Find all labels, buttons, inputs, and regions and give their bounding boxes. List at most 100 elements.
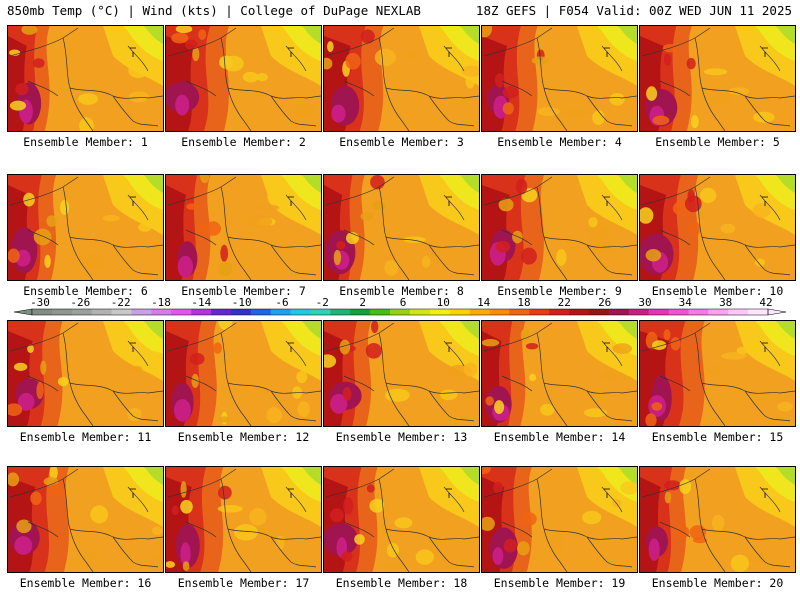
colorbar-segment — [330, 309, 351, 315]
ensemble-member-map — [165, 174, 322, 281]
temperature-map — [324, 26, 479, 131]
colorbar-arrow-right — [767, 308, 787, 316]
colorbar-segment — [111, 309, 132, 315]
ensemble-member-label: Ensemble Member: 6 — [23, 284, 148, 298]
colorbar-segment — [569, 309, 590, 315]
ensemble-member-label: Ensemble Member: 9 — [497, 284, 622, 298]
colorbar-labels: -30 -26 -22 -18 -14 -10 -6 -2 2 6 10 14 18 22 26 30 34 38… — [0, 296, 800, 309]
ensemble-member-label: Ensemble Member: 19 — [493, 576, 626, 590]
map-title: 850mb Temp (°C) | Wind (kts) | College o… — [7, 3, 421, 18]
temperature-map — [640, 467, 795, 572]
temperature-map — [8, 26, 163, 131]
colorbar-tick-label: 26 — [598, 296, 612, 309]
colorbar-tick-label: 22 — [557, 296, 571, 309]
ensemble-member-map — [7, 25, 164, 132]
colorbar-segment — [648, 309, 669, 315]
temperature-map — [324, 175, 479, 280]
ensemble-member-label: Ensemble Member: 7 — [181, 284, 306, 298]
colorbar-segment — [728, 309, 749, 315]
ensemble-member-map — [639, 25, 796, 132]
colorbar-arrow-left — [13, 308, 33, 316]
temperature-map — [166, 467, 321, 572]
ensemble-member-map — [481, 466, 638, 573]
temperature-map — [640, 26, 795, 131]
colorbar-segment — [32, 309, 53, 315]
colorbar-tick-label: -26 — [70, 296, 91, 309]
colorbar-segment — [668, 309, 689, 315]
ensemble-member-label: Ensemble Member: 16 — [19, 576, 152, 590]
colorbar-frame — [31, 308, 769, 316]
temperature-map — [8, 321, 163, 426]
colorbar-tick-label: -30 — [30, 296, 50, 309]
temperature-map — [482, 26, 637, 131]
temperature-map — [324, 467, 479, 572]
ensemble-member-label: Ensemble Member: 3 — [339, 135, 464, 149]
colorbar-tick-label: -10 — [231, 296, 252, 309]
ensemble-member-label: Ensemble Member: 8 — [339, 284, 464, 298]
ensemble-member-map — [165, 25, 322, 132]
ensemble-member-label: Ensemble Member: 12 — [177, 430, 310, 444]
ensemble-member-label: Ensemble Member: 2 — [181, 135, 306, 149]
ensemble-member-label: Ensemble Member: 5 — [655, 135, 780, 149]
ensemble-member-label: Ensemble Member: 4 — [497, 135, 622, 149]
temperature-map — [166, 26, 321, 131]
colorbar-tick-label: 10 — [436, 296, 450, 309]
colorbar-tick-label: -14 — [191, 296, 212, 309]
ensemble-member-map — [323, 320, 480, 427]
colorbar-segment — [230, 309, 252, 315]
temperature-map — [482, 467, 637, 572]
colorbar-tick-label: 6 — [399, 296, 407, 309]
colorbar-segment — [588, 309, 610, 315]
ensemble-member-label: Ensemble Member: 11 — [19, 430, 152, 444]
colorbar-segment — [151, 309, 172, 315]
temperature-map — [324, 321, 479, 426]
colorbar-segment — [489, 309, 510, 315]
colorbar-tick-label: 14 — [477, 296, 491, 309]
ensemble-member-map — [323, 174, 480, 281]
colorbar-segment — [509, 309, 530, 315]
colorbar-segment — [748, 309, 769, 315]
ensemble-member-map — [7, 320, 164, 427]
colorbar-segment — [370, 309, 391, 315]
ensemble-member-label: Ensemble Member: 15 — [651, 430, 784, 444]
ensemble-member-map — [323, 466, 480, 573]
colorbar-segment — [250, 309, 271, 315]
colorbar-tick-label: 18 — [517, 296, 531, 309]
colorbar-segment — [390, 309, 411, 315]
colorbar-tick-label: -6 — [275, 296, 289, 309]
ensemble-member-map — [481, 174, 638, 281]
colorbar-segment — [429, 309, 451, 315]
colorbar-segment — [409, 309, 431, 315]
colorbar-segment — [51, 309, 73, 315]
colorbar-segment — [688, 309, 709, 315]
colorbar-tick-label: 34 — [678, 296, 692, 309]
temperature-map — [166, 175, 321, 280]
colorbar-segment — [290, 309, 311, 315]
ensemble-member-label: Ensemble Member: 17 — [177, 576, 310, 590]
temperature-map — [482, 321, 637, 426]
ensemble-member-map — [323, 25, 480, 132]
colorbar-segment — [310, 309, 331, 315]
temperature-map — [640, 175, 795, 280]
colorbar-segment — [529, 309, 550, 315]
ensemble-member-label: Ensemble Member: 10 — [651, 284, 784, 298]
ensemble-member-label: Ensemble Member: 14 — [493, 430, 626, 444]
colorbar-tick-label: -18 — [151, 296, 171, 309]
colorbar-segment — [71, 309, 92, 315]
ensemble-member-map — [639, 466, 796, 573]
ensemble-member-label: Ensemble Member: 18 — [335, 576, 468, 590]
colorbar-tick-label: -2 — [315, 296, 329, 309]
colorbar-segment — [91, 309, 112, 315]
ensemble-member-map — [639, 320, 796, 427]
colorbar-segment — [131, 309, 152, 315]
temperature-map — [8, 467, 163, 572]
colorbar-segment — [608, 309, 630, 315]
colorbar-tick-label: 38 — [719, 296, 733, 309]
temperature-colorbar — [13, 308, 787, 316]
ensemble-member-label: Ensemble Member: 20 — [651, 576, 784, 590]
colorbar-segment — [211, 309, 232, 315]
colorbar-tick-label: 30 — [638, 296, 652, 309]
colorbar-segment — [191, 309, 212, 315]
ensemble-member-label: Ensemble Member: 13 — [335, 430, 468, 444]
colorbar-segment — [549, 309, 570, 315]
